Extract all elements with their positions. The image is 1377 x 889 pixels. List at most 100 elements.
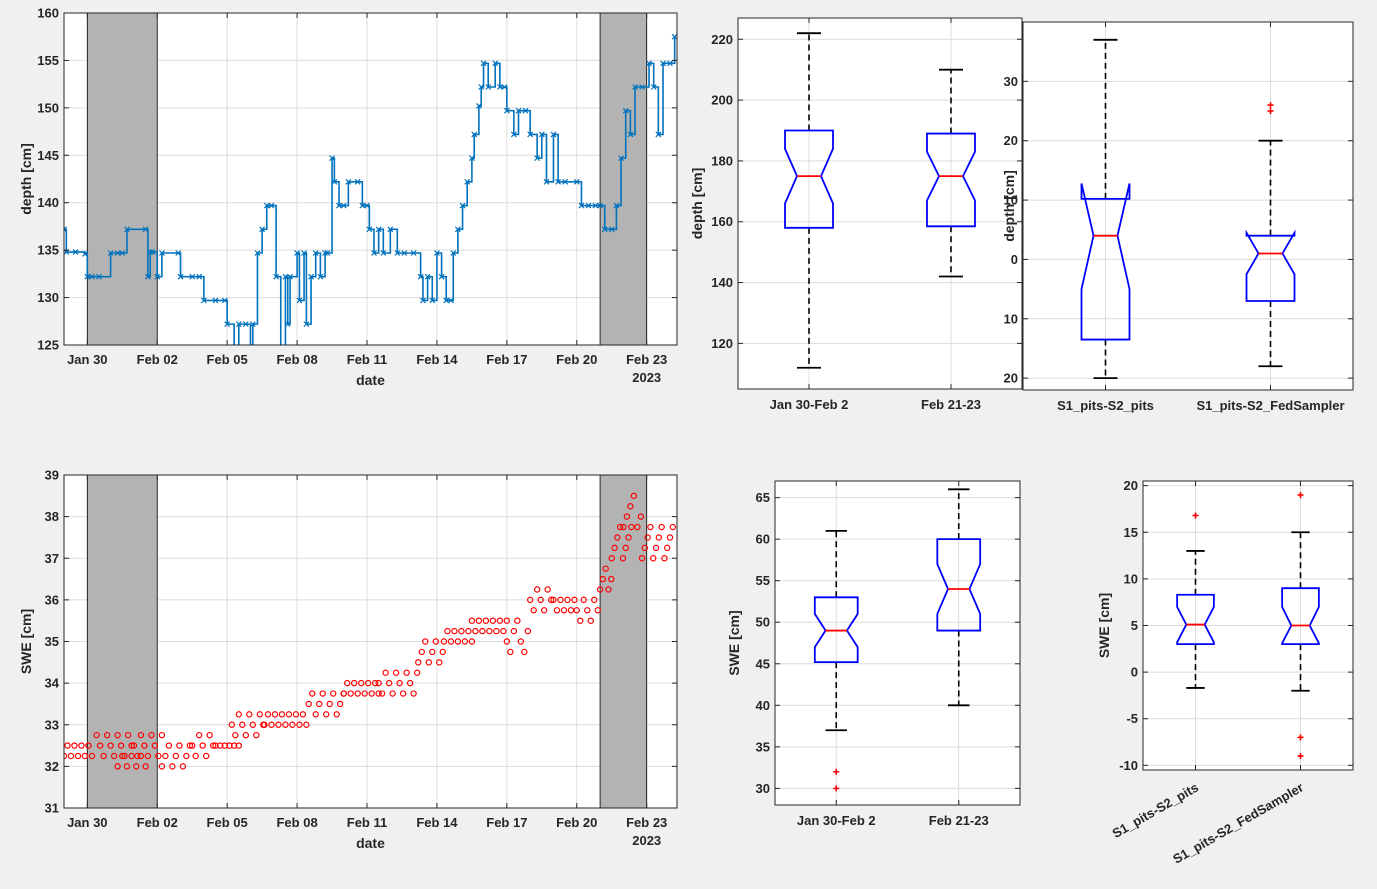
data-point [613, 202, 620, 209]
box-1 [1245, 102, 1296, 368]
marker-stroke [420, 297, 426, 304]
y-tick-label: 60 [756, 532, 770, 547]
x-tick-label: S1_pits-S2_FedSampler [1196, 398, 1344, 413]
data-point [364, 202, 370, 209]
data-point [515, 107, 522, 114]
data-point [638, 555, 646, 562]
chart-swe_box_diffs: -10-505101520S1_pits-S2_pitsS1_pits-S2_F… [1096, 478, 1354, 867]
data-point [253, 731, 260, 739]
marker-stroke [119, 250, 126, 256]
data-point [285, 711, 293, 718]
marker-stroke [284, 321, 291, 328]
data-point [564, 596, 571, 604]
marker-stroke [64, 226, 67, 231]
data-point [625, 534, 632, 541]
data-point [144, 752, 152, 760]
data-point [524, 627, 532, 635]
data-point [256, 711, 263, 718]
data-point [275, 721, 282, 728]
data-point [347, 690, 354, 697]
marker-stroke [527, 131, 534, 138]
data-point [451, 627, 458, 635]
data-point [117, 742, 125, 749]
data-point [632, 84, 638, 90]
box-0 [1080, 38, 1131, 380]
x-tick-label: Feb 02 [137, 352, 178, 367]
marker-stroke [632, 84, 638, 90]
box-1 [926, 68, 976, 278]
data-point [669, 523, 677, 531]
data-point [110, 752, 118, 760]
data-point [461, 638, 469, 645]
data-point [261, 721, 268, 728]
data-point [124, 226, 130, 233]
outlier-marker [1192, 512, 1199, 519]
data-point [382, 669, 389, 676]
y-tick-label: 45 [756, 656, 770, 671]
data-point [480, 60, 487, 67]
data-point [340, 690, 347, 697]
data-point [553, 607, 561, 614]
marker-stroke [200, 297, 207, 304]
data-point [371, 679, 379, 687]
y-tick-label: 135 [37, 243, 59, 258]
data-point [254, 250, 261, 256]
marker-stroke [154, 273, 161, 280]
data-point [493, 627, 500, 635]
data-point [128, 742, 135, 749]
data-point [282, 273, 289, 280]
marker-stroke [366, 226, 373, 233]
data-point [196, 273, 203, 280]
shaded-period [86, 12, 158, 346]
marker-stroke [475, 103, 482, 109]
data-point [380, 250, 387, 256]
data-point [666, 534, 674, 541]
data-point [660, 60, 666, 67]
marker-stroke [364, 202, 370, 209]
data-point [577, 617, 584, 624]
data-point [522, 107, 529, 114]
marker-stroke [268, 202, 275, 209]
data-point [333, 711, 340, 718]
data-point [186, 742, 194, 749]
data-point [646, 60, 652, 67]
box-body [1080, 183, 1131, 341]
marker-stroke [252, 344, 253, 345]
data-point [514, 617, 521, 624]
marker-stroke [107, 250, 114, 256]
marker-stroke [424, 273, 431, 280]
data-point [278, 344, 283, 345]
data-point [100, 752, 107, 760]
data-point [357, 679, 365, 687]
shaded-period [599, 12, 648, 346]
marker-stroke [89, 273, 95, 280]
marker-stroke [248, 344, 249, 345]
marker-stroke [573, 178, 580, 185]
data-point [235, 742, 243, 749]
data-point [417, 273, 424, 280]
x-year-label: 2023 [632, 370, 661, 385]
data-point [667, 60, 673, 67]
marker-stroke [303, 321, 310, 328]
data-point [359, 202, 366, 209]
marker-stroke [301, 250, 307, 256]
data-point [429, 648, 436, 656]
marker-stroke [317, 273, 324, 280]
data-point [144, 273, 151, 280]
y-tick-label: 20 [1004, 133, 1018, 148]
data-point [550, 596, 557, 604]
y-tick-label: 35 [45, 634, 59, 649]
data-point [454, 226, 461, 233]
data-point [507, 648, 514, 656]
data-point [664, 544, 671, 552]
marker-stroke [496, 84, 503, 90]
box-body [926, 132, 976, 228]
data-point [361, 690, 368, 697]
data-point [103, 731, 111, 739]
x-tick-label: S1_pits-S2_pits [1110, 780, 1201, 841]
data-point [192, 752, 199, 760]
data-point [557, 596, 564, 604]
data-point [425, 659, 432, 666]
data-point [330, 690, 337, 697]
data-point [587, 617, 594, 624]
